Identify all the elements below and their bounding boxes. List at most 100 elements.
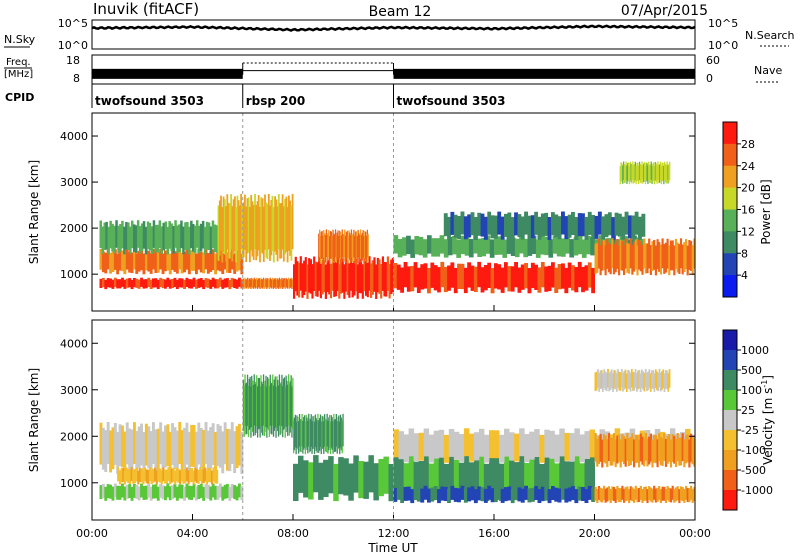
heat-cell (681, 433, 684, 462)
heat-cell (691, 436, 694, 465)
heat-cell (414, 236, 420, 255)
heat-cell (498, 236, 503, 255)
heat-cell (614, 370, 617, 390)
colorbar-cell (723, 370, 737, 391)
colorbar-tick-label: 4 (741, 269, 748, 282)
heat-cell (154, 429, 158, 472)
heat-cell (636, 373, 638, 392)
heat-cell (683, 439, 686, 468)
heat-cell (635, 165, 637, 185)
heat-cell (497, 211, 502, 235)
heat-cell (290, 277, 292, 287)
heat-cell (135, 431, 139, 473)
heat-cell (597, 211, 602, 235)
heat-cell (607, 486, 611, 501)
heat-cell (184, 222, 187, 250)
heat-cell (154, 278, 158, 288)
heat-cell (510, 266, 515, 292)
heat-cell (623, 245, 626, 276)
heat-cell (256, 277, 258, 287)
heat-cell (103, 222, 106, 251)
heat-cell (166, 226, 169, 255)
heat-cell (262, 206, 265, 262)
heat-cell (609, 371, 612, 390)
heat-cell (167, 467, 170, 482)
heat-cell (651, 241, 654, 271)
heat-cell (207, 222, 211, 251)
heat-cell (202, 469, 205, 483)
heat-cell (367, 233, 369, 262)
heat-cell (519, 455, 525, 493)
time-axis-label: Time UT (367, 541, 418, 554)
heat-cell (149, 253, 153, 274)
heat-cell (228, 486, 232, 501)
heat-cell (343, 264, 346, 299)
heat-cell (597, 238, 601, 269)
heat-cell (487, 485, 492, 500)
heat-cell (619, 372, 622, 391)
heat-cell (282, 279, 284, 289)
heat-cell (241, 204, 244, 260)
heat-cell (257, 378, 260, 430)
heat-cell (267, 377, 269, 429)
heat-cell (649, 487, 652, 502)
heat-cell (634, 161, 636, 181)
heat-cell (179, 470, 182, 485)
heat-cell (380, 264, 383, 299)
heat-cell (450, 262, 455, 288)
heat-cell (149, 431, 153, 473)
heat-cell (242, 202, 245, 258)
heat-cell (209, 427, 213, 469)
heat-cell (443, 266, 448, 293)
heat-cell (178, 224, 181, 252)
heat-cell (291, 386, 293, 438)
heat-cell (571, 212, 575, 235)
heat-cell (547, 217, 552, 240)
heat-cell (556, 238, 562, 257)
heat-cell (634, 485, 637, 500)
heat-cell (342, 234, 344, 262)
heat-cell (668, 369, 671, 388)
heat-cell (215, 225, 219, 253)
heat-cell (227, 203, 230, 259)
heat-cell (178, 278, 182, 288)
heat-cell (249, 278, 251, 288)
heat-cell (663, 373, 666, 392)
heat-cell (196, 220, 199, 248)
heat-cell (144, 279, 148, 289)
heat-cell (252, 204, 255, 261)
heat-cell (175, 252, 179, 274)
heat-cell (199, 483, 203, 498)
heat-cell (121, 425, 124, 468)
heat-cell (183, 427, 186, 470)
heat-cell (637, 370, 639, 390)
heat-cell (171, 423, 174, 465)
heat-cell (413, 486, 418, 501)
heat-cell (279, 203, 281, 259)
heat-cell (226, 278, 229, 288)
heat-cell (611, 486, 614, 501)
heat-cell (601, 240, 604, 271)
heat-cell (418, 432, 425, 461)
velocity-colorbar-label-main: Velocity [m s (761, 388, 775, 465)
heat-cell (313, 421, 316, 455)
heat-cell (130, 252, 134, 274)
heat-cell (144, 226, 148, 255)
heat-cell (147, 277, 151, 287)
heat-cell (467, 262, 472, 288)
heat-cell (313, 455, 319, 493)
heat-cell (457, 488, 461, 503)
heat-cell (285, 375, 287, 427)
heat-cell (554, 434, 560, 463)
heat-cell (591, 267, 595, 294)
heat-cell (175, 486, 179, 501)
heat-cell (137, 250, 141, 272)
heat-cell (662, 369, 665, 388)
x-tick-label: 00:00 (76, 527, 108, 540)
heat-cell (557, 488, 562, 503)
heat-cell (308, 419, 311, 453)
heat-cell (659, 244, 662, 275)
heat-cell (192, 470, 195, 485)
heat-cell (674, 439, 678, 467)
heat-cell (606, 239, 609, 269)
